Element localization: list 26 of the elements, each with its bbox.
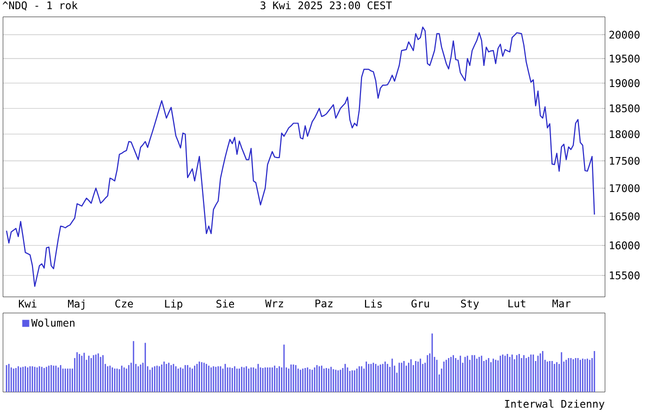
y-tick-label: 17500 [610,156,640,165]
x-tick-label: Lis [365,300,382,308]
y-tick-label: 17000 [610,184,640,192]
y-tick-label: 20000 [609,30,640,39]
x-tick-label: Wrz [265,300,284,308]
x-tick-label: Sty [461,300,479,310]
y-tick-label: 18500 [610,104,640,112]
y-tick-label: 15500 [610,271,640,280]
y-tick-label: 18000 [610,130,640,138]
x-tick-label: Sie [216,300,234,308]
legend-label: Wolumen [31,318,74,327]
x-tick-label: Paz [316,300,332,308]
chart-subtitle: 3 Kwi 2025 23:00 CEST [260,1,392,10]
x-tick-label: Kwi [18,300,36,308]
x-tick-label: Maj [68,300,84,310]
x-tick-label: Mar [552,300,571,308]
text: Interwal Dzienny [505,400,604,410]
y-tick-label: 16500 [610,212,640,220]
y-tick-label: 19000 [610,79,640,88]
x-tick-label: Cze [115,300,133,308]
y-tick-label: 19500 [610,54,640,63]
y-tick-label: 16000 [610,241,640,250]
x-tick-label: Gru [411,300,429,308]
x-tick-label: Lip [165,300,182,310]
chart-title: ^NDQ - 1 rok [2,1,78,11]
x-tick-label: Lut [508,300,526,308]
